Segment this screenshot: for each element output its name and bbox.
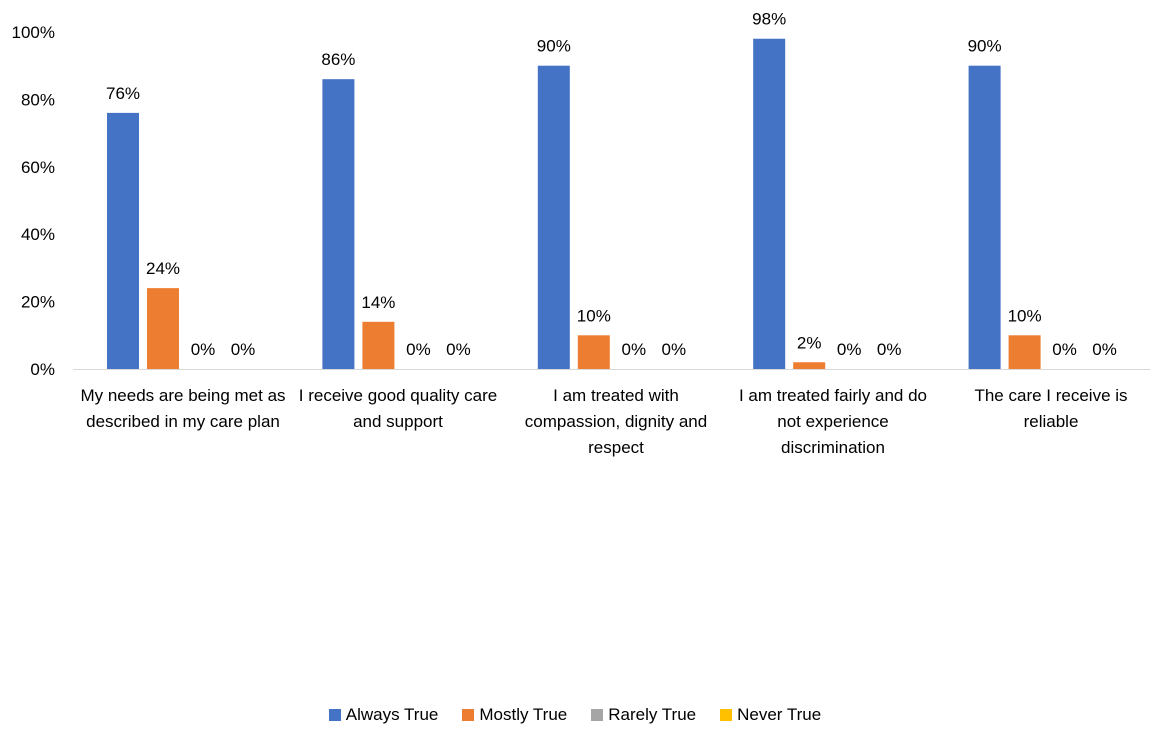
legend-item-always-true: Always True	[328, 705, 439, 725]
category-label-good-quality: I receive good quality care and support	[298, 386, 498, 431]
legend-label-mostly-true: Mostly True	[479, 705, 568, 724]
y-tick-label: 0%	[30, 360, 55, 379]
data-label: 98%	[752, 10, 786, 29]
bar-mostly-true	[1008, 335, 1041, 369]
data-label: 14%	[361, 293, 395, 312]
y-tick-label: 80%	[21, 90, 55, 109]
data-label: 0%	[837, 340, 862, 359]
bar-mostly-true	[362, 321, 395, 369]
data-label: 10%	[1008, 306, 1042, 325]
legend-item-rarely-true: Rarely True	[591, 705, 696, 725]
category-label-reliable: The care I receive is reliable	[974, 386, 1128, 431]
data-label: 90%	[968, 37, 1002, 56]
category-label-compassion: I am treated with compassion, dignity an…	[524, 386, 708, 457]
legend-label-never-true: Never True	[737, 705, 822, 724]
data-label: 0%	[1052, 340, 1077, 359]
data-label: 2%	[797, 333, 822, 352]
data-label: 0%	[662, 340, 687, 359]
legend-item-never-true: Never True	[720, 705, 821, 725]
bar-always-true	[537, 65, 570, 369]
data-label: 0%	[622, 340, 647, 359]
data-label: 0%	[877, 340, 902, 359]
bar-always-true	[753, 38, 786, 370]
legend-item-mostly-true: Mostly True	[462, 705, 567, 725]
bar-mostly-true	[147, 288, 179, 369]
legend-label-always-true: Always True	[345, 705, 439, 724]
legend-swatch-mostly-true	[462, 709, 475, 721]
data-label: 76%	[106, 84, 140, 103]
legend-label-rarely-true: Rarely True	[608, 705, 697, 724]
chart-legend: Always True Mostly True Rarely True Neve…	[0, 705, 1150, 725]
data-label: 86%	[321, 50, 355, 69]
y-tick-label: 60%	[21, 158, 55, 177]
data-label: 0%	[191, 340, 216, 359]
data-label: 10%	[577, 306, 611, 325]
bar-mostly-true	[793, 362, 826, 369]
y-tick-label: 100%	[12, 23, 55, 42]
y-tick-label: 40%	[21, 225, 55, 244]
bar-always-true	[107, 112, 139, 369]
legend-swatch-never-true	[720, 709, 733, 721]
y-tick-label: 20%	[21, 293, 55, 312]
data-label: 0%	[231, 340, 256, 359]
data-label: 90%	[537, 37, 571, 56]
bar-always-true	[968, 65, 1001, 369]
data-label: 24%	[146, 259, 180, 278]
bar-mostly-true	[577, 335, 610, 369]
data-label: 0%	[1092, 340, 1117, 359]
legend-swatch-always-true	[328, 709, 341, 721]
category-label-needs-met: My needs are being met as described in m…	[80, 386, 286, 431]
data-label: 0%	[446, 340, 471, 359]
legend-swatch-rarely-true	[591, 709, 604, 721]
category-label-treated-fairly: I am treated fairly and do not experienc…	[738, 386, 928, 457]
bar-always-true	[322, 79, 355, 370]
data-label: 0%	[406, 340, 431, 359]
